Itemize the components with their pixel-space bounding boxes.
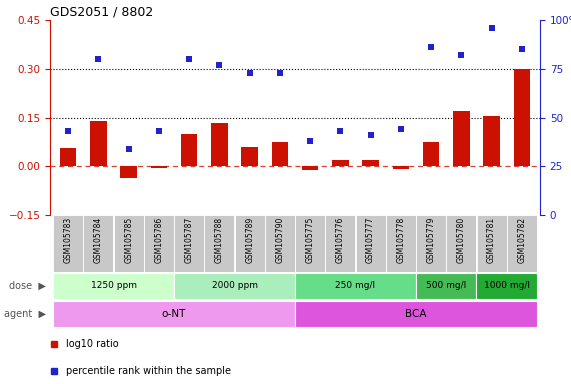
Text: log10 ratio: log10 ratio <box>66 339 118 349</box>
Bar <box>295 273 416 299</box>
Point <box>396 126 405 132</box>
Text: GSM105780: GSM105780 <box>457 217 466 263</box>
Text: GDS2051 / 8802: GDS2051 / 8802 <box>50 5 153 18</box>
Point <box>154 128 163 134</box>
Bar <box>513 69 530 166</box>
Point <box>517 46 526 52</box>
Bar <box>144 215 174 272</box>
Point <box>275 70 284 76</box>
Text: 1250 ppm: 1250 ppm <box>91 281 136 291</box>
Bar <box>53 301 295 327</box>
Text: GSM105789: GSM105789 <box>245 217 254 263</box>
Bar <box>362 161 379 166</box>
Bar <box>120 166 137 178</box>
Bar <box>325 215 355 272</box>
Text: GSM105784: GSM105784 <box>94 217 103 263</box>
Bar <box>477 215 506 272</box>
Bar <box>235 215 264 272</box>
Bar <box>392 166 409 169</box>
Bar <box>423 142 440 166</box>
Bar <box>211 123 228 166</box>
Text: GSM105779: GSM105779 <box>427 217 436 263</box>
Text: GSM105776: GSM105776 <box>336 217 345 263</box>
Bar <box>356 215 385 272</box>
Bar <box>90 121 107 166</box>
Point <box>336 128 345 134</box>
Bar <box>302 166 319 170</box>
Point <box>63 128 73 134</box>
Point <box>457 52 466 58</box>
Bar <box>295 301 537 327</box>
Bar <box>114 215 144 272</box>
Text: GSM105790: GSM105790 <box>275 217 284 263</box>
Text: GSM105782: GSM105782 <box>517 217 526 263</box>
Text: o-NT: o-NT <box>162 309 186 319</box>
Text: GSM105775: GSM105775 <box>305 217 315 263</box>
Bar <box>53 273 174 299</box>
Bar <box>53 215 83 272</box>
Bar <box>181 134 198 166</box>
Text: GSM105787: GSM105787 <box>184 217 194 263</box>
Bar <box>60 148 77 166</box>
Point <box>305 138 315 144</box>
Bar <box>507 215 537 272</box>
Text: 250 mg/l: 250 mg/l <box>335 281 376 291</box>
Text: 500 mg/l: 500 mg/l <box>426 281 467 291</box>
Point <box>184 56 194 62</box>
Bar <box>416 215 446 272</box>
Point <box>215 62 224 68</box>
Text: 1000 mg/l: 1000 mg/l <box>484 281 530 291</box>
Text: GSM105781: GSM105781 <box>487 217 496 263</box>
Text: dose  ▶: dose ▶ <box>9 281 46 291</box>
Bar <box>204 215 234 272</box>
Text: GSM105786: GSM105786 <box>154 217 163 263</box>
Point <box>487 25 496 31</box>
Bar <box>295 215 325 272</box>
Bar <box>151 166 167 168</box>
Text: GSM105778: GSM105778 <box>396 217 405 263</box>
Text: GSM105777: GSM105777 <box>366 217 375 263</box>
Text: 2000 ppm: 2000 ppm <box>211 281 258 291</box>
Bar <box>242 147 258 166</box>
Bar <box>386 215 416 272</box>
Point <box>94 56 103 62</box>
Bar <box>416 273 476 299</box>
Text: GSM105785: GSM105785 <box>124 217 133 263</box>
Bar <box>83 215 114 272</box>
Bar <box>332 161 349 166</box>
Bar <box>272 142 288 166</box>
Bar <box>476 273 537 299</box>
Text: GSM105788: GSM105788 <box>215 217 224 263</box>
Bar <box>174 215 204 272</box>
Bar <box>453 111 470 166</box>
Text: percentile rank within the sample: percentile rank within the sample <box>66 366 231 376</box>
Point <box>124 146 133 152</box>
Point <box>245 70 254 76</box>
Text: agent  ▶: agent ▶ <box>4 309 46 319</box>
Bar <box>447 215 476 272</box>
Point <box>366 132 375 138</box>
Bar <box>174 273 295 299</box>
Point <box>427 44 436 50</box>
Bar <box>265 215 295 272</box>
Bar <box>483 116 500 166</box>
Text: GSM105783: GSM105783 <box>63 217 73 263</box>
Text: BCA: BCA <box>405 309 427 319</box>
